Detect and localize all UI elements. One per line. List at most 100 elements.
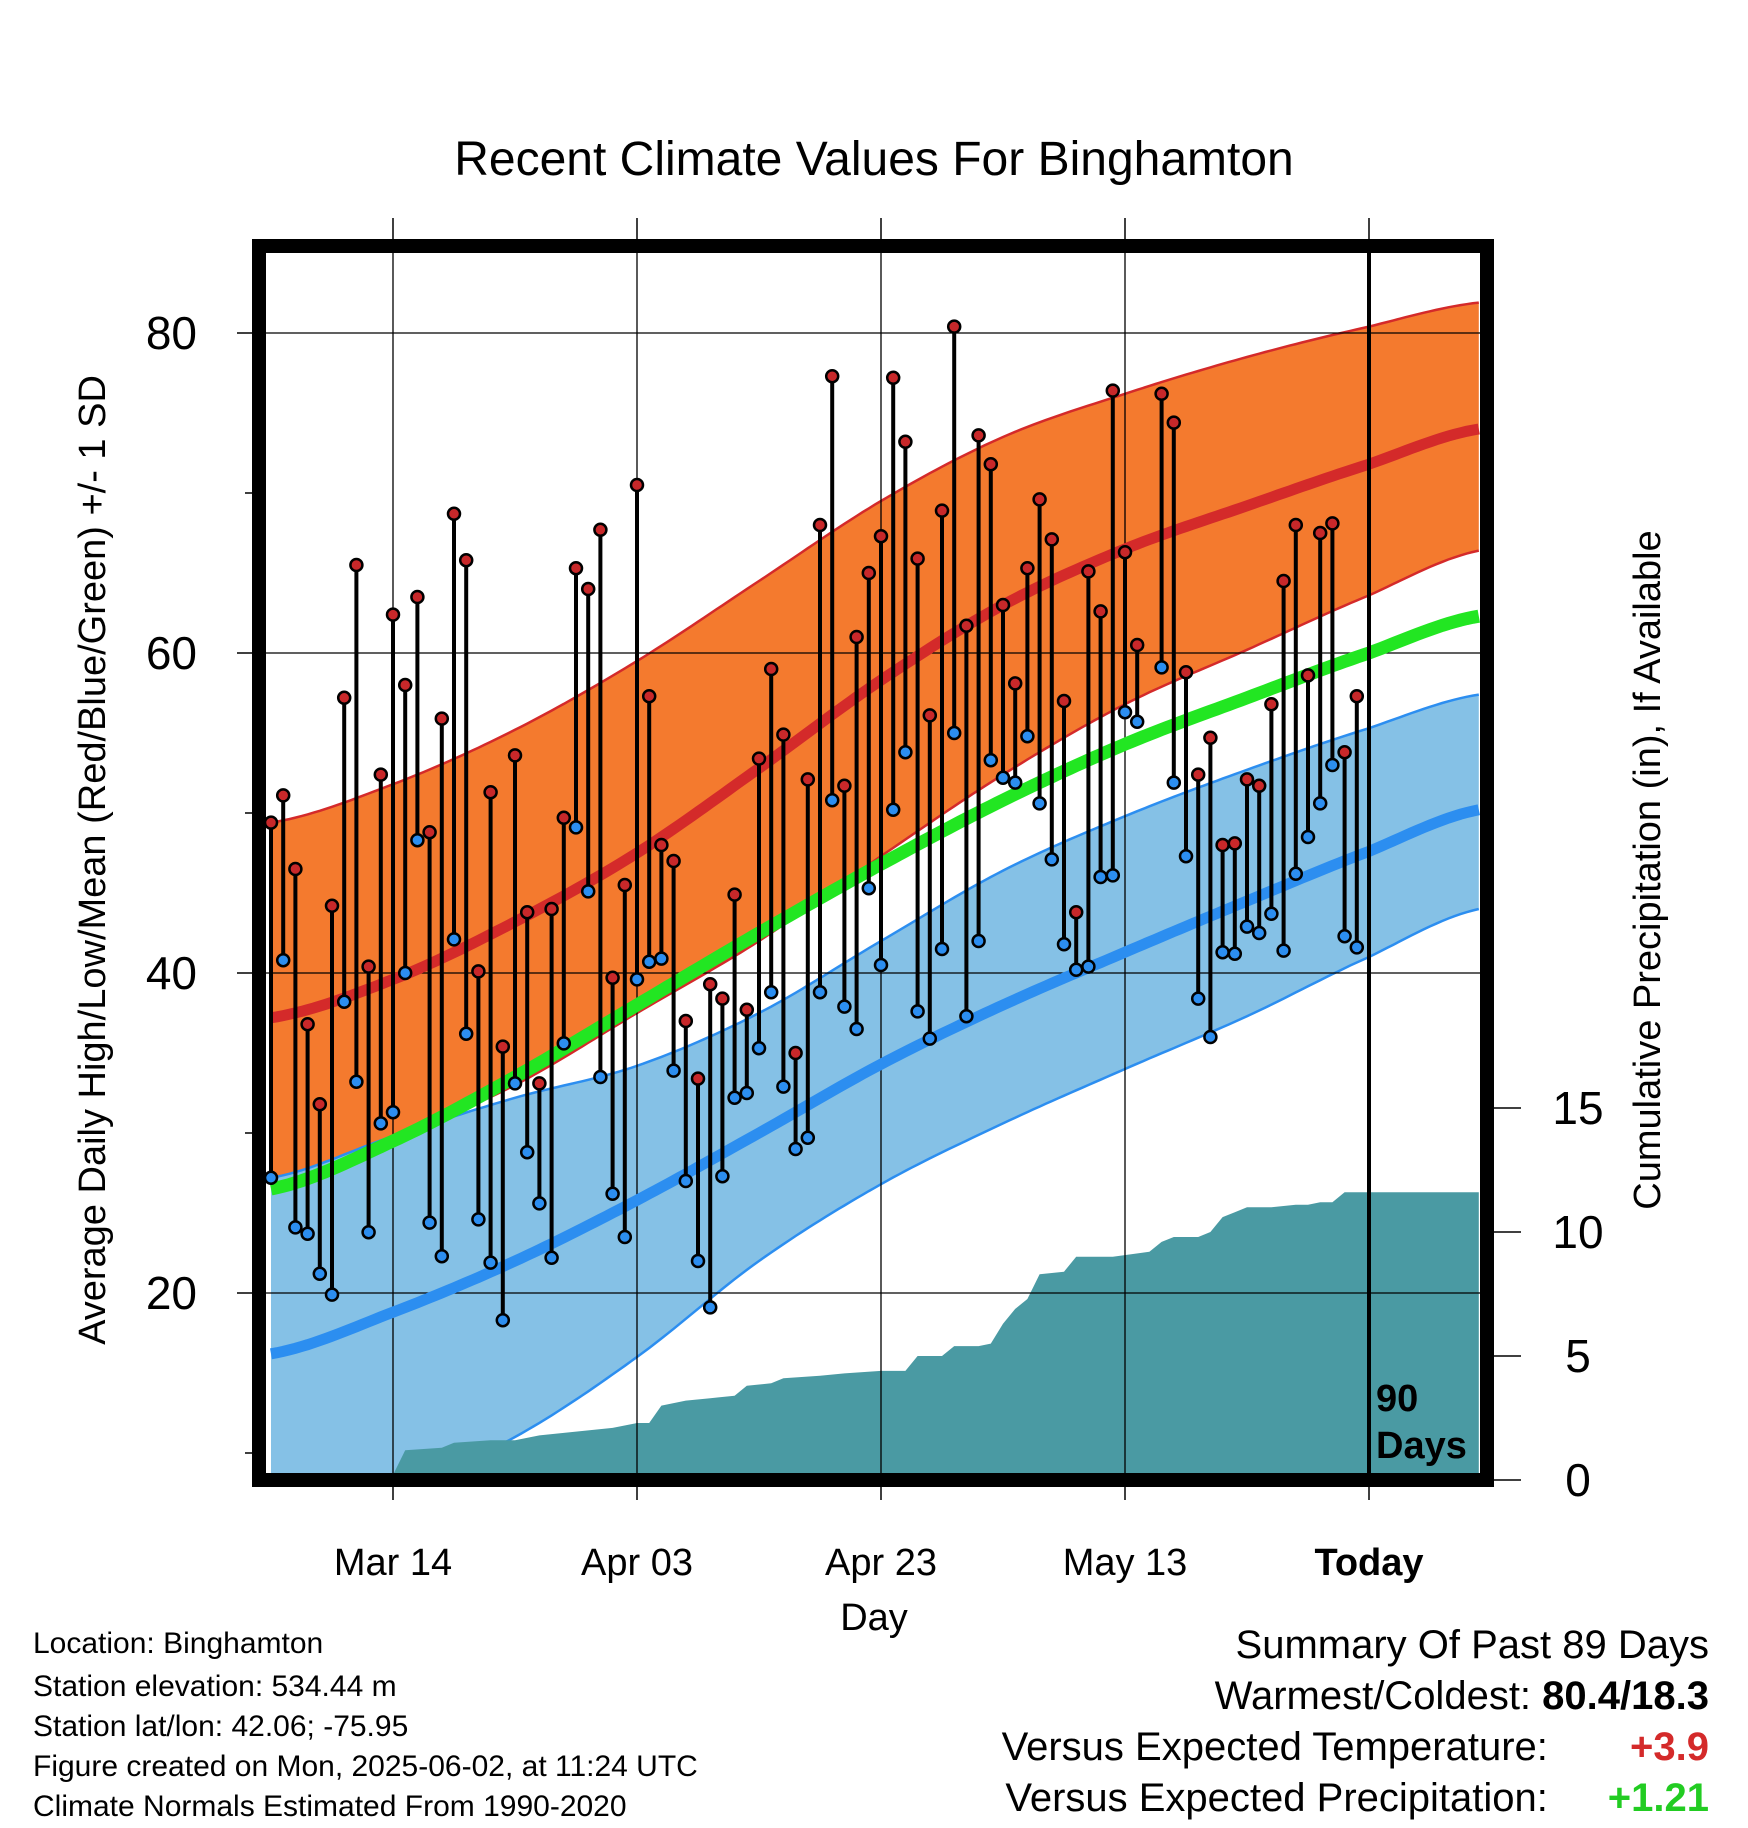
daily-low-point: [519, 1144, 535, 1160]
daily-high-point: [1020, 560, 1035, 576]
daily-low-point: [910, 1004, 925, 1019]
normal-mean-line: [269, 609, 1480, 1196]
high-sd-band: [271, 302, 1479, 1178]
daily-low-point: [556, 1036, 572, 1051]
daily-high-point: [324, 898, 340, 914]
daily-high-point: [727, 887, 742, 902]
daily-high-point: [288, 861, 303, 877]
y2-tick-label: 0: [1565, 1454, 1591, 1506]
daily-low-point: [544, 1250, 559, 1266]
today-marker-label: Days: [1376, 1425, 1467, 1467]
precip-label: Versus Expected Precipitation:: [1005, 1776, 1548, 1820]
daily-high-point: [702, 976, 718, 992]
daily-high-point: [349, 557, 364, 573]
daily-high-point: [690, 1071, 706, 1086]
daily-low-point: [946, 725, 962, 741]
daily-low-point: [922, 1031, 938, 1046]
daily-low-point: [1068, 962, 1084, 978]
footer-location: Location: Binghamton: [33, 1627, 324, 1660]
daily-high-point: [1239, 772, 1255, 787]
daily-high-point: [1264, 696, 1279, 712]
daily-high-point: [812, 517, 828, 533]
daily-low-point: [715, 1168, 730, 1184]
daily-high-point: [873, 528, 889, 544]
daily-high-point: [1300, 668, 1316, 683]
daily-high-point: [641, 688, 657, 704]
daily-low-point: [593, 1069, 608, 1085]
daily-low-point: [458, 1026, 474, 1042]
daily-high-point: [1178, 664, 1194, 680]
daily-high-point: [458, 552, 474, 568]
summary-precip: Versus Expected Precipitation: +1.21: [1002, 1773, 1709, 1824]
y-axis-label-left: Average Daily High/Low/Mean (Red/Blue/Gr…: [72, 375, 114, 1345]
daily-high-point: [1081, 564, 1096, 579]
daily-low-point: [824, 792, 840, 808]
daily-low-point: [397, 965, 413, 981]
daily-low-point: [885, 802, 901, 818]
daily-high-point: [300, 1016, 315, 1032]
daily-low-point: [385, 1104, 401, 1120]
daily-high-point: [434, 711, 450, 726]
daily-bars: [266, 319, 1365, 1328]
daily-low-point: [495, 1312, 511, 1328]
daily-low-point: [288, 1220, 303, 1235]
daily-high-point: [1154, 386, 1169, 402]
y-tick-label: 60: [146, 627, 197, 679]
daily-high-point: [471, 964, 486, 979]
daily-high-point: [983, 456, 999, 472]
y-tick-label: 80: [146, 307, 197, 359]
daily-low-point: [568, 820, 584, 835]
daily-low-point: [959, 1008, 974, 1024]
daily-high-point: [763, 661, 779, 677]
daily-high-point: [1215, 837, 1230, 853]
daily-low-point: [983, 752, 999, 768]
daily-high-point: [995, 597, 1011, 613]
summary-warmest-coldest: Warmest/Coldest: 80.4/18.3: [1002, 1671, 1709, 1722]
daily-high-point: [532, 1076, 547, 1091]
daily-high-point: [544, 901, 559, 917]
daily-low-point: [1117, 704, 1133, 720]
daily-high-point: [336, 690, 352, 706]
daily-low-point: [678, 1173, 694, 1189]
daily-high-point: [1251, 778, 1267, 794]
y-axis-label-right: Cumulative Precipitation (in), If Availa…: [1627, 530, 1669, 1209]
daily-high-point: [751, 751, 767, 766]
daily-high-point: [910, 551, 925, 566]
daily-low-point: [849, 1021, 864, 1037]
daily-high-point: [1276, 573, 1291, 589]
daily-low-point: [800, 1130, 816, 1146]
daily-low-point: [1239, 919, 1255, 934]
daily-high-point: [849, 629, 864, 645]
x-tick-label: Apr 23: [825, 1542, 937, 1584]
y2-tick-label: 5: [1565, 1330, 1591, 1382]
daily-high-point: [266, 815, 279, 830]
today-marker: 90 Days: [1367, 253, 1467, 1473]
daily-low-point: [812, 984, 828, 1000]
daily-low-point: [1154, 660, 1169, 675]
daily-high-point: [898, 434, 913, 450]
today-marker-label: 90: [1376, 1378, 1418, 1420]
normal-high-line: [270, 423, 1480, 1024]
daily-high-point: [934, 503, 950, 518]
daily-low-point: [1312, 796, 1328, 811]
x-tick-label: Mar 14: [334, 1542, 452, 1584]
chart-title: Recent Climate Values For Binghamton: [454, 133, 1294, 186]
daily-high-point: [885, 370, 901, 386]
daily-low-point: [837, 999, 852, 1014]
daily-high-point: [776, 727, 791, 742]
summary-temp: Versus Expected Temperature: +3.9: [1002, 1722, 1709, 1773]
daily-low-point: [995, 770, 1011, 786]
daily-low-point: [361, 1224, 376, 1240]
daily-high-point: [1032, 492, 1047, 507]
daily-low-point: [1044, 852, 1060, 867]
daily-low-point: [641, 954, 657, 970]
daily-high-point: [1166, 415, 1182, 430]
daily-high-point: [1349, 688, 1365, 704]
daily-low-point: [861, 880, 877, 896]
low-sd-band-upper-edge: [270, 693, 1480, 1180]
daily-high-point: [971, 428, 986, 443]
daily-low-point: [580, 884, 596, 899]
y-tick-label: 20: [146, 1267, 197, 1319]
daily-low-point: [1288, 866, 1304, 882]
footer-normals: Climate Normals Estimated From 1990-2020: [33, 1790, 627, 1823]
